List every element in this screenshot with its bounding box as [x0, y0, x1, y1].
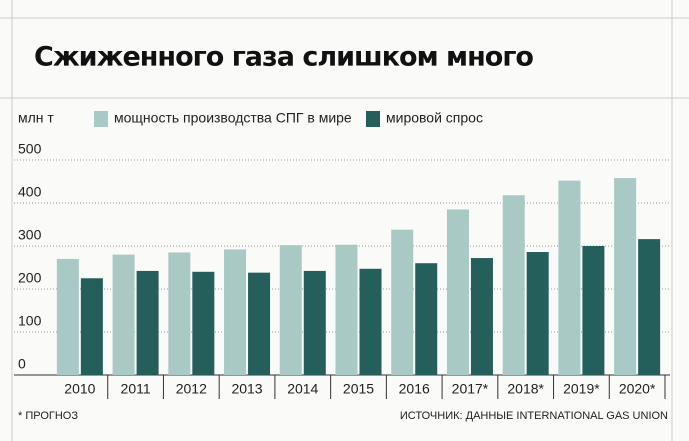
bar — [638, 239, 661, 375]
x-tick-label: 2012 — [176, 381, 207, 397]
x-tick-label: 2013 — [231, 381, 262, 397]
bar — [391, 229, 414, 375]
x-tick-label: 2011 — [121, 381, 151, 397]
x-tick-label: 2015 — [343, 381, 374, 397]
bar — [415, 263, 438, 375]
bar — [502, 195, 525, 375]
bar — [446, 209, 469, 375]
bar — [335, 244, 358, 375]
y-tick-label: 400 — [18, 184, 42, 200]
bar — [248, 272, 271, 375]
y-tick-label: 100 — [18, 313, 42, 329]
bar — [56, 258, 79, 375]
bar — [224, 249, 247, 375]
bar — [614, 178, 637, 375]
bar — [279, 245, 302, 375]
bar — [303, 270, 326, 375]
bar — [192, 271, 215, 375]
footnote: * ПРОГНОЗ — [18, 410, 78, 422]
bar — [136, 270, 159, 375]
bar — [526, 252, 549, 375]
bar — [470, 258, 493, 375]
x-tick-label: 2017* — [452, 381, 489, 397]
legend-swatch — [366, 111, 380, 127]
y-tick-label: 300 — [18, 227, 42, 243]
bar — [359, 268, 382, 375]
x-tick-label: 2016 — [399, 381, 430, 397]
y-tick-label: 0 — [18, 356, 26, 372]
y-tick-label: 500 — [18, 141, 42, 157]
bar — [558, 180, 581, 375]
chart-title: Сжиженного газа слишком много — [34, 42, 533, 73]
bar — [168, 252, 191, 375]
x-tick-label: 2018* — [507, 381, 544, 397]
source: ИСТОЧНИК: ДАННЫЕ INTERNATIONAL GAS UNION — [400, 410, 668, 422]
x-tick-label: 2010 — [64, 381, 95, 397]
bar — [80, 278, 103, 375]
legend-label: мощность производства СПГ в мире — [114, 110, 352, 126]
x-tick-label: 2019* — [563, 381, 600, 397]
bar — [582, 246, 605, 375]
y-axis-label: млн т — [18, 110, 54, 126]
legend-swatch — [94, 111, 108, 127]
x-tick-label: 2020* — [619, 381, 656, 397]
legend-label: мировой спрос — [386, 110, 483, 126]
x-tick-label: 2014 — [287, 381, 318, 397]
bar — [112, 254, 135, 375]
y-tick-label: 200 — [18, 270, 42, 286]
